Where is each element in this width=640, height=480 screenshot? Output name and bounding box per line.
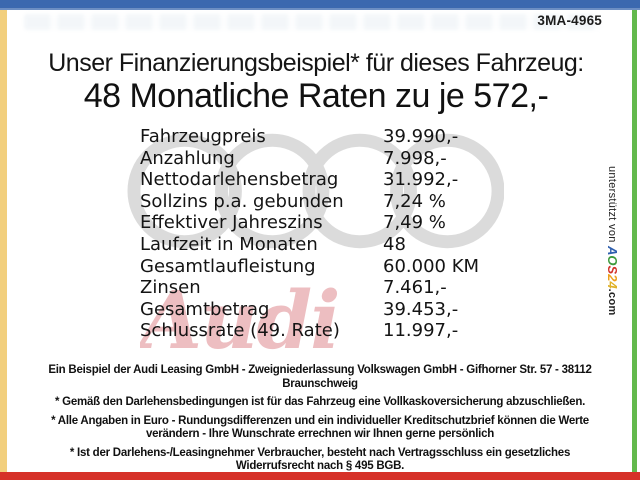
footnote-line: * Gemäß den Darlehensbedingungen ist für…: [54, 396, 586, 408]
aos24-logo-letter: 2: [605, 274, 620, 282]
footnote-line: * Ist der Darlehens-/Leasingnehmer Verbr…: [69, 446, 571, 459]
table-row: Nettodarlehensbetrag 31.992,-: [140, 169, 479, 191]
row-value: 7.998,-: [383, 147, 447, 169]
row-value: 39.990,-: [383, 126, 459, 147]
audi-script-text: Audi: [140, 280, 340, 355]
supported-by-label: unterstützt von: [606, 166, 618, 247]
frame-bar-left: [0, 10, 7, 472]
row-label: Nettodarlehensbetrag: [140, 169, 339, 191]
row-label: Fahrzeugpreis: [140, 126, 266, 147]
row-label: Laufzeit in Monaten: [140, 233, 318, 255]
row-label: Effektiver Jahreszins: [140, 212, 323, 234]
row-label: Zinsen: [140, 277, 201, 299]
row-value: 60.000 KM: [383, 255, 480, 277]
footnote-line: Braunschweig: [282, 377, 358, 390]
row-label: Anzahlung: [140, 147, 235, 169]
row-value: 31.992,-: [383, 169, 459, 191]
aos24-logo-letter: A: [605, 246, 620, 256]
table-row: Zinsen 7.461,-: [140, 277, 479, 299]
row-label: Gesamtbetrag: [140, 298, 270, 320]
vehicle-code: 3MA-4965: [537, 13, 602, 28]
table-row: Gesamtlaufleistung 60.000 KM: [140, 256, 479, 278]
aos24-domain-suffix: .com: [606, 288, 618, 316]
offer-title: Unser Finanzierungsbeispiel* für dieses …: [48, 49, 584, 77]
aos24-logo-letter: O: [605, 255, 620, 266]
row-label: Sollzins p.a. gebunden: [140, 190, 344, 212]
row-value: 7.461,-: [383, 277, 447, 299]
finance-table: Fahrzeugpreis 39.990,- Anzahlung 7.998,- N…: [140, 126, 479, 342]
row-label: Schlussrate (49. Rate): [140, 320, 340, 342]
aos24-logo-letter: 4: [605, 281, 620, 289]
audi-rings-watermark: [127, 133, 504, 249]
footnote-line: Ein Beispiel der Audi Leasing GmbH - Zwe…: [48, 364, 592, 376]
frame-bar-right: [632, 10, 637, 472]
footnote-line: verändern - Ihre Wunschrate errechnen wi…: [145, 428, 495, 440]
frame-bar-bottom: [0, 472, 640, 480]
row-value: 11.997,-: [383, 320, 459, 342]
supporter-credit: unterstützt von AOS24.com: [605, 166, 620, 366]
table-row: Schlussrate (49. Rate) 11.997,-: [140, 320, 479, 342]
audi-script-watermark: Audi: [140, 280, 340, 355]
table-row: Fahrzeugpreis 39.990,-: [140, 126, 479, 148]
legal-footnotes: Ein Beispiel der Audi Leasing GmbH - Zwe…: [20, 364, 620, 474]
faded-text-strip: [24, 14, 602, 30]
row-value: 48: [383, 233, 406, 255]
footnote-line: * Alle Angaben in Euro - Rundungsdiffere…: [51, 414, 589, 427]
row-value: 39.453,-: [383, 298, 459, 320]
table-row: Laufzeit in Monaten 48: [140, 234, 479, 256]
row-value: 7,24 %: [383, 190, 446, 212]
table-row: Gesamtbetrag 39.453,-: [140, 299, 479, 321]
frame-bar-top: [0, 0, 640, 10]
offer-rate-headline: 48 Monatliche Raten zu je 572,-: [83, 77, 549, 115]
table-row: Sollzins p.a. gebunden 7,24 %: [140, 191, 479, 213]
row-value: 7,49 %: [383, 212, 446, 234]
footnote-line: Widerrufsrecht nach § 495 BGB.: [235, 460, 405, 472]
table-row: Effektiver Jahreszins 7,49 %: [140, 212, 479, 234]
table-row: Anzahlung 7.998,-: [140, 148, 479, 170]
row-label: Gesamtlaufleistung: [140, 255, 316, 277]
aos24-logo-letter: S: [605, 265, 620, 275]
